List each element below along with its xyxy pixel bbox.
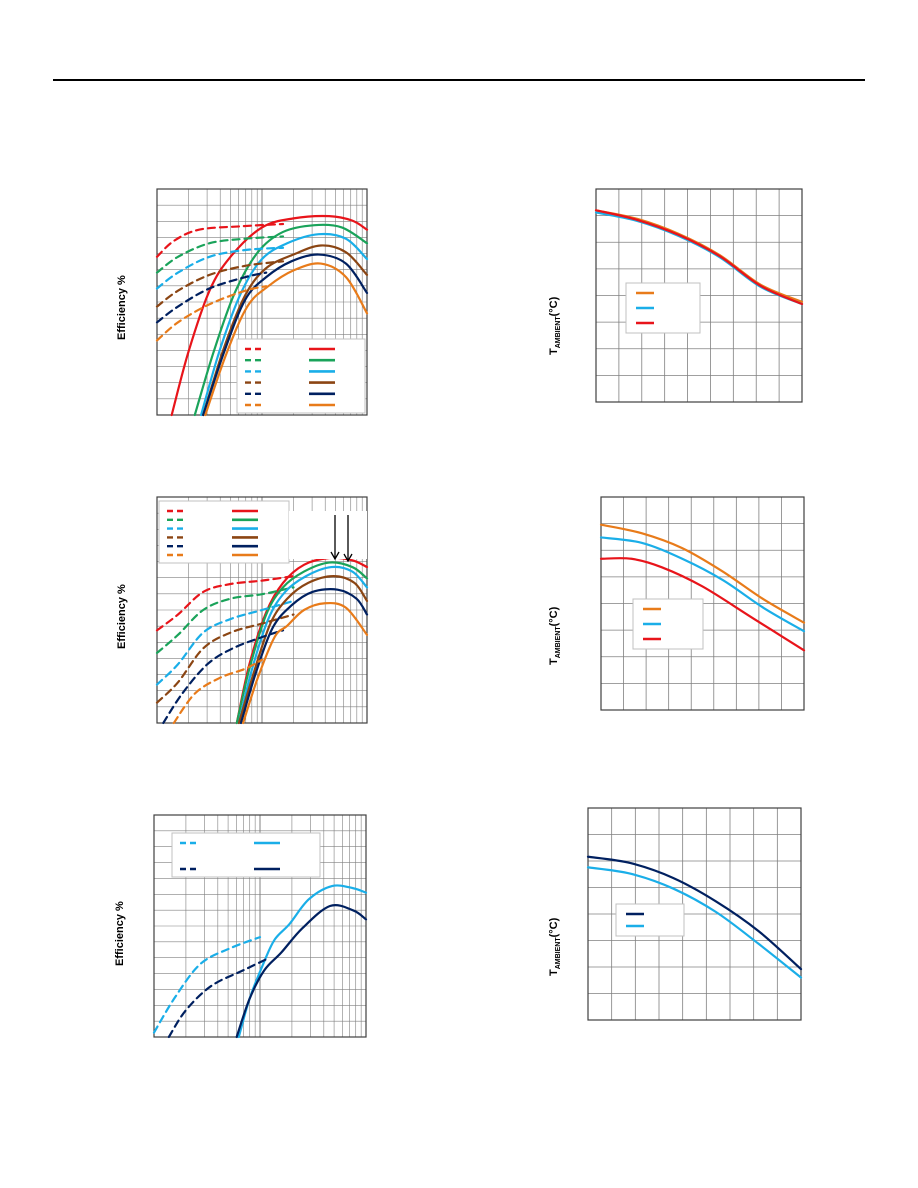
series-line-0: [155, 222, 285, 258]
legend: [236, 338, 366, 414]
series-line-5: [237, 565, 369, 725]
peak-arrows: [289, 511, 367, 563]
series-line-0: [599, 523, 806, 624]
chart4-ylabel-text: TAMBIENT(°C): [548, 606, 563, 665]
legend-box: [615, 903, 685, 937]
series-line-6: [155, 260, 285, 308]
chart4: [599, 496, 806, 711]
chart5-ylabel: Efficiency %: [114, 901, 126, 966]
arrow-head-0: [330, 551, 340, 561]
chart3-ylabel: Efficiency %: [116, 584, 128, 649]
plot-frame: [156, 188, 368, 416]
series-line-2: [167, 958, 268, 1039]
series-line-7: [202, 244, 369, 417]
series-line-2: [594, 209, 804, 306]
series-line-8: [162, 629, 285, 725]
legend: [158, 500, 290, 564]
series-line-8: [155, 271, 268, 324]
series-line-7: [237, 574, 369, 725]
series-line-3: [235, 561, 369, 725]
series-line-0: [586, 855, 803, 971]
plot-frame: [156, 496, 368, 724]
legend-box: [236, 338, 366, 414]
header-rule: [53, 79, 865, 81]
chart6: [586, 807, 803, 1021]
series-line-4: [155, 599, 295, 686]
legend: [171, 832, 321, 878]
plot-frame: [600, 496, 805, 711]
chart-grid: [588, 808, 801, 1020]
annotation-box: [289, 511, 367, 559]
series-line-1: [170, 214, 369, 417]
series-line-1: [586, 866, 803, 979]
series-line-1: [599, 536, 806, 633]
series-line-2: [155, 235, 285, 274]
series-line-10: [172, 658, 264, 725]
chart2-ylabel-text: TAMBIENT(°C): [548, 296, 563, 355]
arrow-head-1: [343, 553, 353, 563]
plot-frame: [587, 807, 802, 1021]
legend: [632, 598, 704, 650]
chart1-ylabel: Efficiency %: [116, 275, 128, 340]
chart3: [155, 496, 369, 725]
series-line-3: [193, 223, 369, 417]
series-line-9: [239, 588, 369, 725]
series-line-3: [235, 904, 368, 1039]
series-line-0: [152, 936, 262, 1034]
plot-frame: [595, 188, 803, 403]
chart-series: [155, 556, 369, 725]
series-line-5: [200, 232, 369, 417]
plot-frame: [153, 814, 367, 1038]
series-line-1: [235, 556, 369, 725]
chart-series: [599, 523, 806, 652]
series-line-2: [599, 557, 806, 652]
legend-box: [625, 282, 701, 334]
legend-box: [171, 832, 321, 878]
chart1: [155, 188, 369, 417]
chart4-ylabel: TAMBIENT(°C): [548, 607, 562, 665]
series-line-10: [155, 285, 268, 342]
series-line-6: [155, 613, 295, 704]
legend: [615, 903, 685, 937]
series-line-0: [155, 575, 295, 632]
chart-series: [594, 209, 804, 306]
chart5: [152, 814, 368, 1039]
series-line-4: [155, 246, 285, 290]
chart2: [594, 188, 804, 403]
chart6-ylabel-text: TAMBIENT(°C): [548, 917, 563, 976]
chart-series: [152, 884, 368, 1039]
series-line-11: [204, 262, 369, 417]
series-line-9: [202, 253, 369, 417]
chart-series: [155, 214, 369, 417]
series-line-11: [242, 601, 369, 725]
chart-series: [586, 855, 803, 979]
chart2-ylabel: TAMBIENT(°C): [548, 297, 562, 355]
chart6-ylabel: TAMBIENT(°C): [548, 918, 562, 976]
legend: [625, 282, 701, 334]
series-line-2: [155, 586, 295, 655]
